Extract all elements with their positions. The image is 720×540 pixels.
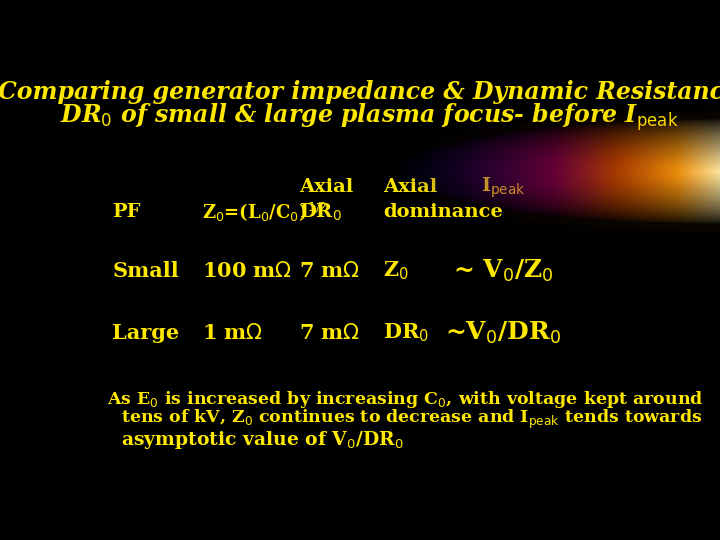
Text: Z$_0$: Z$_0$: [383, 259, 409, 282]
Text: I$_{\rm peak}$: I$_{\rm peak}$: [480, 175, 526, 200]
Text: Comparing generator impedance & Dynamic Resistance: Comparing generator impedance & Dynamic …: [0, 80, 720, 104]
Text: 1 m$\Omega$: 1 m$\Omega$: [202, 323, 263, 343]
Text: Large: Large: [112, 323, 179, 343]
Text: tens of kV, Z$_0$ continues to decrease and I$_{\rm peak}$ tends towards: tens of kV, Z$_0$ continues to decrease …: [121, 408, 702, 431]
Text: 7 m$\Omega$: 7 m$\Omega$: [300, 261, 360, 281]
Text: Z$_0$=(L$_0$/C$_0$)$^{1/2}$: Z$_0$=(L$_0$/C$_0$)$^{1/2}$: [202, 201, 327, 224]
Text: dominance: dominance: [383, 204, 503, 221]
Text: Small: Small: [112, 261, 179, 281]
Text: ~V$_0$/DR$_0$: ~V$_0$/DR$_0$: [445, 320, 561, 346]
Text: Axial: Axial: [383, 178, 437, 197]
Text: DR$_0$: DR$_0$: [300, 202, 342, 223]
Text: DR$_0$: DR$_0$: [383, 322, 429, 345]
Text: Axial: Axial: [300, 178, 354, 197]
Text: DR$_0$ of small & large plasma focus- before I$_{\rm peak}$: DR$_0$ of small & large plasma focus- be…: [60, 101, 678, 133]
Text: asymptotic value of V$_0$/DR$_0$: asymptotic value of V$_0$/DR$_0$: [121, 429, 403, 451]
Text: 7 m$\Omega$: 7 m$\Omega$: [300, 323, 360, 343]
Text: ~ V$_0$/Z$_0$: ~ V$_0$/Z$_0$: [453, 258, 553, 284]
Text: As E$_0$ is increased by increasing C$_0$, with voltage kept around: As E$_0$ is increased by increasing C$_0…: [107, 389, 703, 410]
Text: 100 m$\Omega$: 100 m$\Omega$: [202, 261, 292, 281]
Text: PF: PF: [112, 204, 140, 221]
